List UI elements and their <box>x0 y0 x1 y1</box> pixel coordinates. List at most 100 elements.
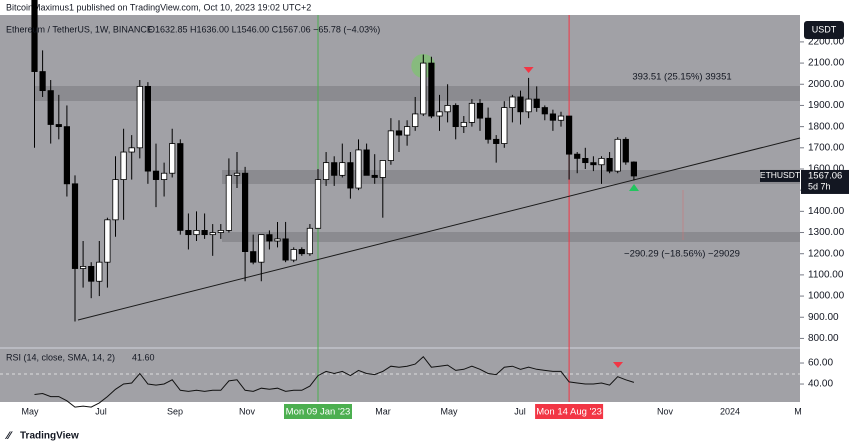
candle-body <box>533 98 540 108</box>
y-tick-label: 1000.00 <box>808 291 845 302</box>
candle-body <box>557 115 565 121</box>
y-tick-label: 1300.00 <box>808 227 845 238</box>
candle-body <box>452 105 459 128</box>
rsi-value: 41.60 <box>132 352 155 362</box>
candle-body <box>169 143 176 174</box>
x-tick-label: Nov <box>657 406 674 416</box>
symbol-tag <box>760 169 800 182</box>
y-tick-label: 1400.00 <box>808 206 845 217</box>
candle-body <box>339 162 346 176</box>
candle-body <box>395 130 403 136</box>
candle-body <box>460 121 467 128</box>
price-label: 1567.06 <box>808 170 842 181</box>
y-tick-label: 1900.00 <box>808 100 845 111</box>
candle-body <box>590 162 597 166</box>
currency-button[interactable] <box>804 21 844 39</box>
x-tick-label: Jul <box>95 406 107 416</box>
y-tick-label: 2200.00 <box>808 37 845 48</box>
candle-body <box>217 230 224 233</box>
marker-label-bg <box>284 404 352 419</box>
candle-body <box>63 126 70 185</box>
x-tick-label: Sep <box>167 406 183 416</box>
candle-body <box>614 138 621 172</box>
candle-body <box>96 261 103 282</box>
candle-body <box>371 174 378 178</box>
x-tick-label: Jul <box>514 406 526 416</box>
candle-body <box>241 172 249 252</box>
plot-area <box>0 15 800 402</box>
candle-body <box>266 234 273 242</box>
y-tick-label: 2100.00 <box>808 58 845 69</box>
measure-label: 393.51 (25.15%) 39351 <box>632 72 731 83</box>
y-tick-label: 2000.00 <box>808 79 845 90</box>
candle-body <box>160 172 168 180</box>
candle-body <box>88 266 95 282</box>
candle-body <box>298 249 305 255</box>
candle-body <box>136 85 143 149</box>
currency-label: USDT <box>812 24 837 34</box>
candle-body <box>39 71 46 92</box>
rsi-tick-label: 40.00 <box>808 379 833 390</box>
rsi-label: RSI (14, close, SMA, 14, 2) <box>6 352 115 362</box>
candle-body <box>582 157 589 164</box>
candle-body <box>630 161 638 177</box>
rsi-sell-arrow <box>613 362 623 368</box>
candle-body <box>622 138 629 163</box>
support-zone <box>222 232 800 242</box>
candle-body <box>363 149 370 176</box>
candle-body <box>112 179 119 221</box>
marker-label: Mon 14 Aug '23 <box>536 407 602 418</box>
candle-body <box>47 90 54 125</box>
y-tick-label: 900.00 <box>808 312 839 323</box>
candle-body <box>566 115 573 155</box>
candle-body <box>144 85 151 172</box>
candle-body <box>258 234 265 263</box>
legend-values: O1632.85 H1636.00 L1546.00 C1567.06 −65.… <box>148 24 380 34</box>
candle-body <box>290 249 297 261</box>
candle-body <box>80 266 87 269</box>
x-tick-label: May <box>21 406 39 416</box>
candle-body <box>225 174 232 231</box>
brand-logo: ⁄∕ <box>4 430 13 442</box>
candle-body <box>468 102 476 123</box>
rsi-line <box>34 355 635 408</box>
rsi-tick-label: 60.00 <box>808 358 833 369</box>
brand: TradingView <box>20 431 79 442</box>
candle-body <box>525 98 532 113</box>
candle-body <box>128 147 135 153</box>
candle-body <box>428 62 435 117</box>
candle-body <box>387 130 395 161</box>
candle-body <box>193 230 200 236</box>
candle-body <box>493 138 500 144</box>
publisher: BitcoinMaximus1 published on TradingView… <box>6 2 311 12</box>
candle-body <box>314 179 322 229</box>
candle-body <box>152 170 160 180</box>
candle-body <box>185 230 192 236</box>
candle-body <box>331 162 338 176</box>
x-tick-label: Nov <box>239 406 256 416</box>
y-tick-label: 800.00 <box>808 333 839 344</box>
x-tick-label: May <box>440 406 458 416</box>
candle-body <box>177 143 184 231</box>
candle-body <box>436 111 443 117</box>
candle-body <box>549 113 557 121</box>
candle-body <box>282 238 289 261</box>
y-tick-label: 1800.00 <box>808 121 845 132</box>
measure-label: −290.29 (−18.56%) −29029 <box>624 249 740 260</box>
x-tick-label: M <box>794 406 802 416</box>
candle-body <box>517 96 524 113</box>
y-tick-label: 1600.00 <box>808 164 845 175</box>
candle-body <box>541 107 548 115</box>
y-tick-label: 1200.00 <box>808 248 845 259</box>
marker-label: Mon 09 Jan '23 <box>286 407 351 418</box>
symbol-label: ETHUSDT <box>760 170 800 180</box>
candle-body <box>233 172 241 176</box>
legend-title: Ethereum / TetherUS, 1W, BINANCE <box>6 24 153 34</box>
candle-body <box>379 160 386 178</box>
y-tick-label: 1100.00 <box>808 270 844 281</box>
candle-body <box>209 232 216 236</box>
x-tick-label: 2024 <box>720 406 740 416</box>
candle-body <box>574 153 581 159</box>
candle-body <box>420 62 427 115</box>
